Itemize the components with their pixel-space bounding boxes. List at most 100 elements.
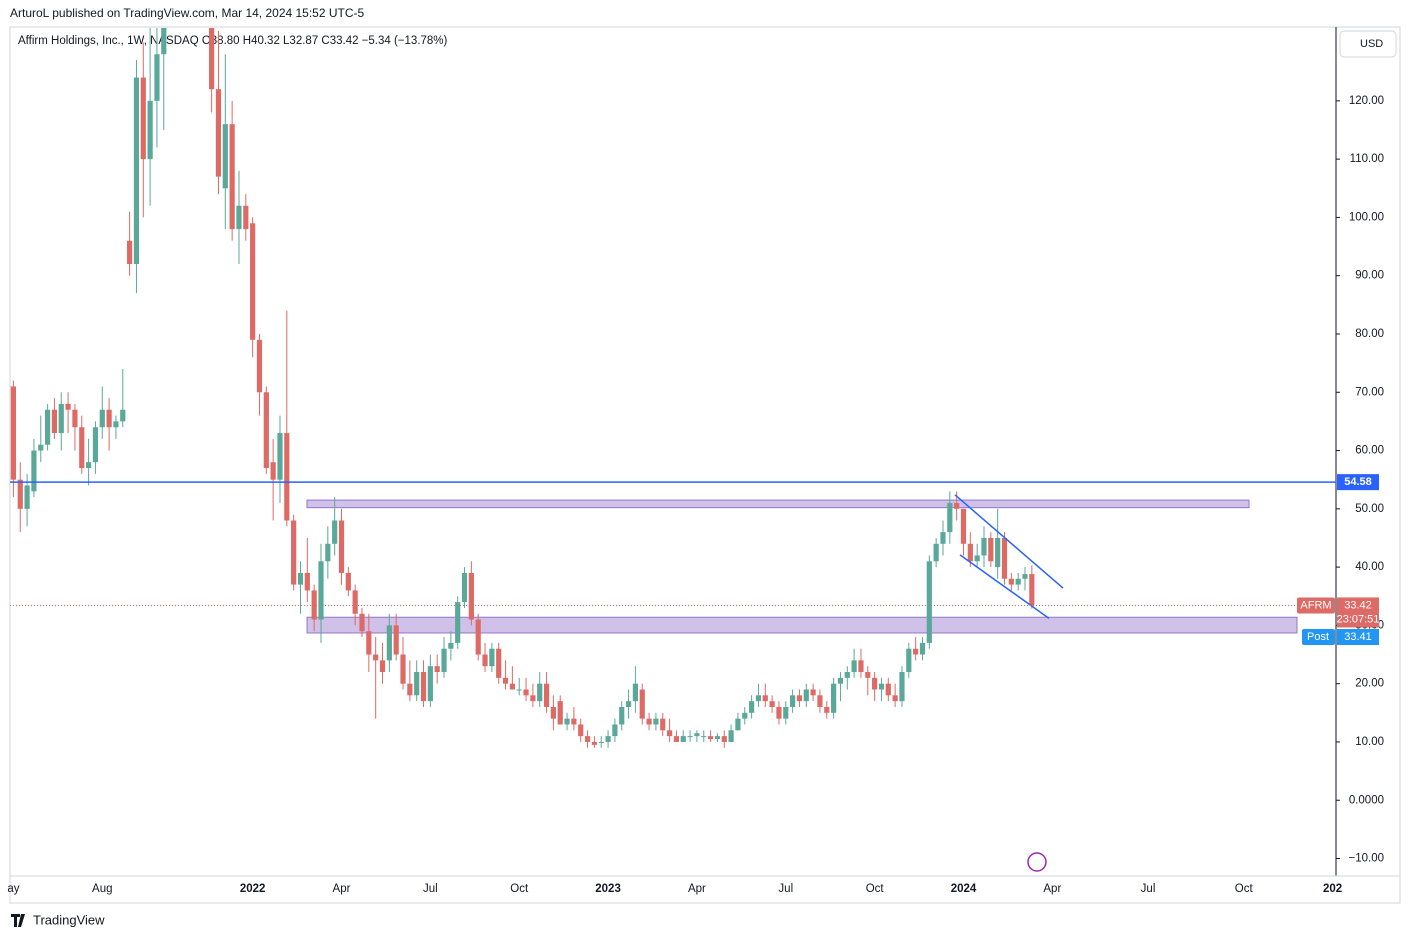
candle xyxy=(755,683,762,707)
candle xyxy=(933,537,939,568)
candle-body xyxy=(899,672,905,702)
candle-body xyxy=(17,479,23,509)
candle-body xyxy=(954,502,960,509)
candle xyxy=(742,706,748,725)
candle xyxy=(1022,567,1028,591)
candle xyxy=(455,596,461,649)
candle xyxy=(31,438,37,498)
candle-body xyxy=(338,520,345,573)
candle xyxy=(222,54,228,230)
candle xyxy=(721,730,727,748)
candle xyxy=(578,718,584,742)
candle xyxy=(482,642,488,673)
candle xyxy=(250,217,256,358)
candle-body xyxy=(783,706,789,719)
x-tick-label: Oct xyxy=(510,883,529,895)
candle-body xyxy=(673,736,680,742)
candle-body xyxy=(65,403,71,410)
candle-body xyxy=(523,689,529,696)
candle-body xyxy=(666,730,673,737)
candle-body xyxy=(325,543,331,562)
candle-body xyxy=(1029,574,1035,606)
post-price-box xyxy=(1337,629,1379,645)
zone xyxy=(306,616,1298,634)
candle-body xyxy=(120,409,126,422)
candle xyxy=(776,701,782,725)
candle-body xyxy=(543,683,550,707)
candle xyxy=(133,60,140,294)
candle-body xyxy=(687,736,693,738)
candle-body xyxy=(694,733,700,737)
candle xyxy=(762,683,768,707)
symbol-label: AFRM xyxy=(1300,599,1331,611)
candle xyxy=(284,310,290,527)
candle xyxy=(749,695,755,719)
candle-body xyxy=(981,537,987,556)
candle xyxy=(769,695,775,713)
candle-body xyxy=(967,543,973,562)
candle xyxy=(147,28,153,206)
candle-body xyxy=(557,701,563,725)
candle xyxy=(229,100,235,241)
candle xyxy=(660,712,666,737)
candle xyxy=(297,561,304,614)
candle-body xyxy=(284,433,290,521)
candle-body xyxy=(865,672,871,678)
candle xyxy=(844,666,850,690)
candle xyxy=(639,683,645,725)
candle xyxy=(735,712,741,731)
chart-title: Affirm Holdings, Inc., 1W, NASDAQ O38.80… xyxy=(18,35,448,47)
trend-line xyxy=(954,494,1064,589)
y-tick-label: 10.00 xyxy=(1355,736,1384,748)
candle-body xyxy=(578,724,584,737)
candle xyxy=(414,660,420,702)
candle-body xyxy=(127,240,133,265)
candle xyxy=(824,701,830,719)
candle xyxy=(10,380,17,498)
x-tick-label: 2022 xyxy=(240,883,266,895)
candle-body xyxy=(571,718,577,725)
candle xyxy=(564,712,570,731)
candle-body xyxy=(366,631,372,655)
candle-body xyxy=(837,677,844,684)
candle xyxy=(960,508,967,556)
candle-body xyxy=(872,677,878,690)
event-icon[interactable] xyxy=(1027,852,1047,872)
candle-body xyxy=(680,736,686,742)
candle-body xyxy=(660,718,666,731)
candle-body xyxy=(919,642,926,655)
candle-body xyxy=(133,77,140,265)
candle xyxy=(687,730,693,742)
candle xyxy=(632,666,639,713)
y-tick-label: 40.00 xyxy=(1355,561,1384,573)
candle-body xyxy=(420,672,427,702)
x-tick-label: 202 xyxy=(1323,883,1342,895)
candle xyxy=(598,736,604,748)
candle-body xyxy=(913,648,919,655)
candle-body xyxy=(1001,537,1008,579)
candle-body xyxy=(270,462,276,480)
candle xyxy=(161,28,167,130)
candle-body xyxy=(10,386,17,480)
candle xyxy=(509,666,515,690)
candle xyxy=(291,514,297,591)
candle xyxy=(318,543,324,643)
y-tick-label: 20.00 xyxy=(1355,678,1384,690)
candle-body xyxy=(762,695,768,702)
candle xyxy=(304,537,310,603)
candle-body xyxy=(318,561,324,620)
candle-body xyxy=(892,695,898,702)
candle xyxy=(619,701,625,731)
candle xyxy=(899,666,905,707)
candle-body xyxy=(31,450,37,492)
candle xyxy=(550,695,556,731)
candle xyxy=(277,415,283,503)
candle-body xyxy=(639,689,645,719)
candle-body xyxy=(790,695,796,707)
candle-body xyxy=(646,718,652,725)
last-price-box xyxy=(1337,597,1379,628)
candle xyxy=(373,637,379,719)
candle-body xyxy=(24,485,30,509)
candle-body xyxy=(441,648,447,673)
currency-button[interactable] xyxy=(1339,30,1397,58)
